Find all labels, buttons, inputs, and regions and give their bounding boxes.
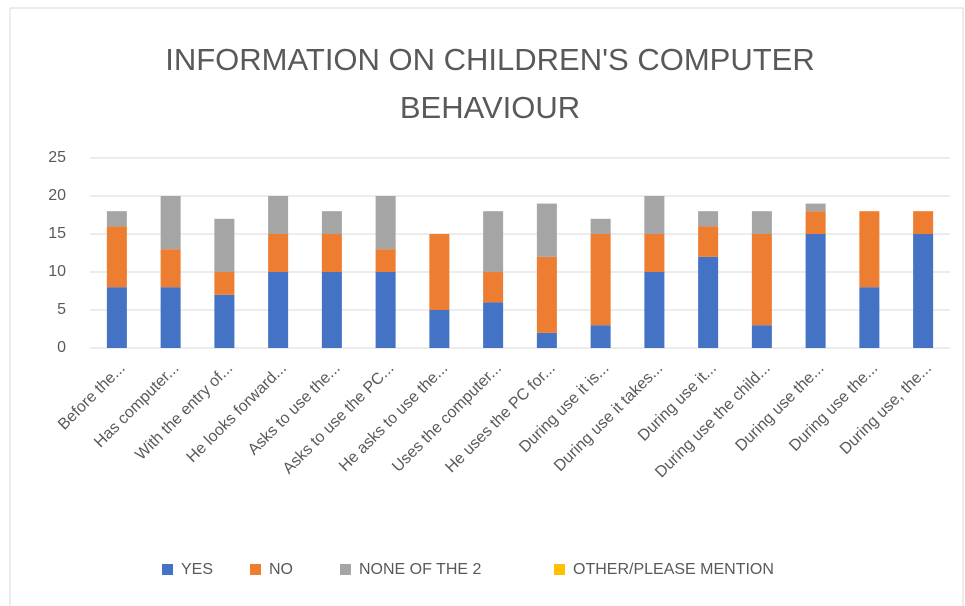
bar-segment (214, 272, 235, 295)
bar-segment (644, 196, 665, 234)
bar-segment (536, 256, 557, 333)
legend-label: OTHER/PLEASE MENTION (573, 561, 774, 578)
bar-segment (483, 302, 504, 348)
legend-swatch (554, 564, 565, 575)
bar-segment (106, 211, 127, 227)
bar-segment (590, 325, 611, 348)
legend-label: NONE OF THE 2 (359, 561, 481, 578)
bar-segment (644, 234, 665, 272)
bar-segment (751, 325, 772, 348)
x-tick-label: During use it takes... (551, 360, 666, 475)
bar-segment (805, 211, 826, 234)
bar-segment (321, 211, 342, 234)
bar-segment (751, 234, 772, 326)
bar-segment (321, 234, 342, 272)
bar-segment (375, 249, 396, 272)
bar-segment (268, 196, 289, 234)
x-tick-label: Asks to use the... (245, 360, 344, 459)
bar-segment (106, 226, 127, 288)
legend-swatch (162, 564, 173, 575)
bar-segment (536, 332, 557, 348)
bar-segment (698, 211, 719, 227)
bar-segment (536, 203, 557, 257)
bar-segment (106, 287, 127, 348)
bar-segment (483, 211, 504, 272)
x-tick-label: During use, the... (837, 360, 935, 458)
y-tick-label: 15 (48, 225, 66, 242)
legend-swatch (340, 564, 351, 575)
y-tick-label: 20 (48, 187, 66, 204)
bar-segment (805, 203, 826, 212)
bar-segment (859, 211, 880, 288)
bar-segment (698, 226, 719, 257)
x-tick-label: He looks forward... (184, 360, 290, 466)
bar-segment (429, 234, 450, 310)
bar-segment (214, 294, 235, 348)
bar-segment (644, 272, 665, 348)
bar-segment (698, 256, 719, 348)
chart-title: INFORMATION ON CHILDREN'S COMPUTER BEHAV… (165, 42, 815, 125)
bar-segment (160, 287, 181, 348)
bar-segment (429, 310, 450, 348)
bar-segment (751, 211, 772, 234)
y-tick-label: 0 (57, 339, 66, 356)
y-tick-label: 25 (48, 149, 66, 166)
bar-segment (590, 234, 611, 326)
bar-segment (214, 218, 235, 272)
legend-swatch (250, 564, 261, 575)
bar-segment (483, 272, 504, 303)
bar-segment (268, 234, 289, 272)
x-tick-label: He asks to use the... (336, 360, 451, 475)
bar-segment (321, 272, 342, 348)
bar-segment (375, 196, 396, 250)
x-tick-label: With the entry of... (132, 360, 236, 464)
bar-segment (913, 211, 934, 234)
chart-frame (9, 7, 964, 606)
legend-label: YES (181, 561, 213, 578)
bar-segment (913, 234, 934, 348)
x-tick-label: During use it is... (516, 360, 612, 456)
bar-segment (375, 272, 396, 348)
bar-segment (160, 249, 181, 288)
legend-label: NO (269, 561, 293, 578)
bar-segment (859, 287, 880, 348)
bar-segment (590, 218, 611, 234)
bar-segment (805, 234, 826, 348)
y-tick-label: 5 (57, 301, 66, 318)
bar-segment (160, 196, 181, 250)
bar-segment (268, 272, 289, 348)
y-tick-label: 10 (48, 263, 66, 280)
